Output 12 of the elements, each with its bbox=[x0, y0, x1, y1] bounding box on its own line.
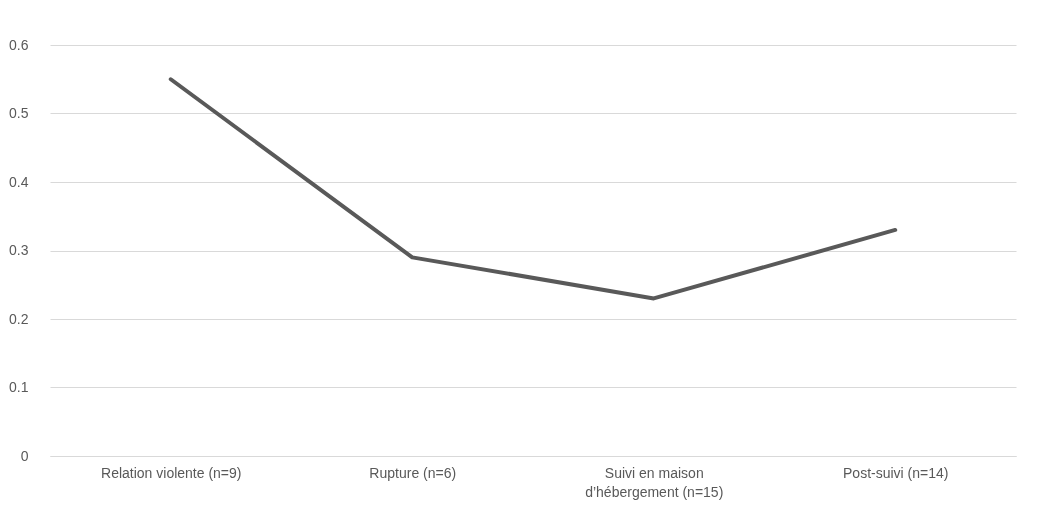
y-tick-label: 0.6 bbox=[9, 36, 29, 53]
y-tick-label: 0.3 bbox=[9, 242, 29, 258]
y-tick-label: 0.1 bbox=[9, 379, 29, 395]
x-tick-label: Relation violente (n=9) bbox=[101, 464, 242, 481]
x-tick-label: Post-suivi (n=14) bbox=[843, 464, 949, 481]
y-tick-label: 0.2 bbox=[9, 310, 29, 327]
x-tick-label: Suivi en maison d’hébergement (n=15) bbox=[585, 464, 724, 500]
y-tick-label: 0.5 bbox=[9, 105, 29, 121]
line-series bbox=[168, 77, 898, 301]
y-tick-label: 0.4 bbox=[9, 173, 29, 190]
x-tick-label: Rupture (n=6) bbox=[369, 464, 457, 481]
y-tick-label: 0 bbox=[20, 447, 29, 464]
